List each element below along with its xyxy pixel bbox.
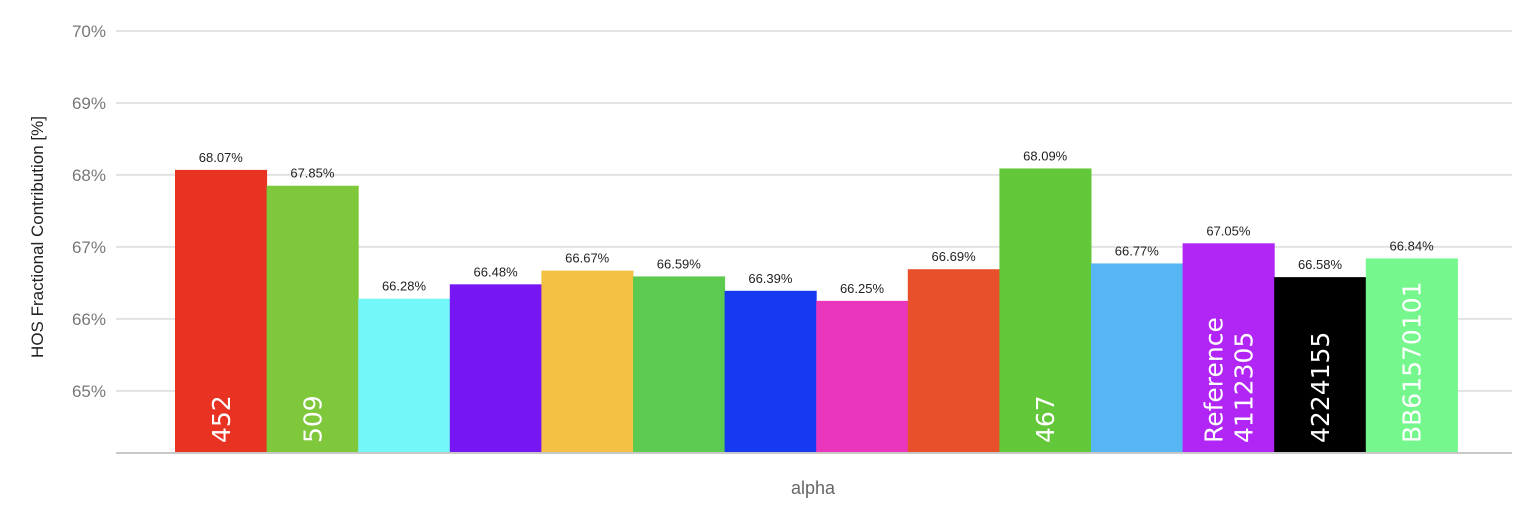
bar xyxy=(724,290,817,452)
data-label: 67.85% xyxy=(290,166,335,181)
data-label: 68.07% xyxy=(199,150,244,165)
in-bar-label: Reference 4112305 xyxy=(1199,317,1258,443)
in-bar-label: BB61570101 xyxy=(1398,281,1427,443)
in-bar-label: 467 xyxy=(1031,395,1060,443)
bar xyxy=(541,270,634,452)
data-label: 66.58% xyxy=(1298,257,1343,272)
bar xyxy=(633,276,726,452)
in-bar-label: 509 xyxy=(298,395,327,443)
y-tick-label: 70% xyxy=(72,22,106,41)
y-tick-label: 66% xyxy=(72,310,106,329)
y-tick-label: 67% xyxy=(72,238,106,257)
bar xyxy=(175,169,268,452)
in-bar-label-line: 467 xyxy=(1031,395,1060,443)
y-tick-label: 69% xyxy=(72,94,106,113)
in-bar-label-line: BB61570101 xyxy=(1398,281,1427,443)
data-labels: 68.07% 67.85% 66.28% 66.48% 66.67% 66.59% 66.3… xyxy=(199,148,1434,295)
data-label: 66.67% xyxy=(565,251,610,266)
bar xyxy=(1091,263,1184,452)
data-label: 68.09% xyxy=(1023,148,1068,163)
bar xyxy=(358,298,451,452)
bar xyxy=(907,269,1000,452)
bar xyxy=(999,168,1092,452)
bar xyxy=(1182,243,1275,452)
in-bar-label-line: 452 xyxy=(207,395,236,443)
in-bar-label: 452 xyxy=(207,395,236,443)
bars xyxy=(175,168,1458,452)
bar xyxy=(266,185,359,452)
bar xyxy=(1274,277,1367,452)
data-label: 66.25% xyxy=(840,281,885,296)
in-bar-labels: 452 509 467 Reference 4112305 4224155 BB615701… xyxy=(207,281,1427,443)
bar xyxy=(816,300,909,452)
x-category-label: alpha xyxy=(791,478,836,498)
bar xyxy=(1365,258,1458,452)
data-label: 66.48% xyxy=(474,264,519,279)
data-label: 66.39% xyxy=(748,271,793,286)
in-bar-label: 4224155 xyxy=(1306,332,1335,443)
data-label: 66.84% xyxy=(1390,238,1435,253)
y-axis-title: HOS Fractional Contribution [%] xyxy=(28,116,47,358)
bar xyxy=(449,284,542,452)
y-tick-label: 65% xyxy=(72,382,106,401)
data-label: 66.59% xyxy=(657,256,702,271)
in-bar-label-line: 4224155 xyxy=(1306,332,1335,443)
y-tick-label: 68% xyxy=(72,166,106,185)
in-bar-label-line: 4112305 xyxy=(1229,332,1258,443)
data-label: 66.77% xyxy=(1115,243,1160,258)
in-bar-label-line: Reference xyxy=(1199,317,1228,443)
data-label: 67.05% xyxy=(1206,223,1251,238)
in-bar-label-line: 509 xyxy=(298,395,327,443)
data-label: 66.28% xyxy=(382,279,427,294)
y-tick-labels: 65% 66% 67% 68% 69% 70% xyxy=(72,22,106,401)
data-label: 66.69% xyxy=(932,249,977,264)
